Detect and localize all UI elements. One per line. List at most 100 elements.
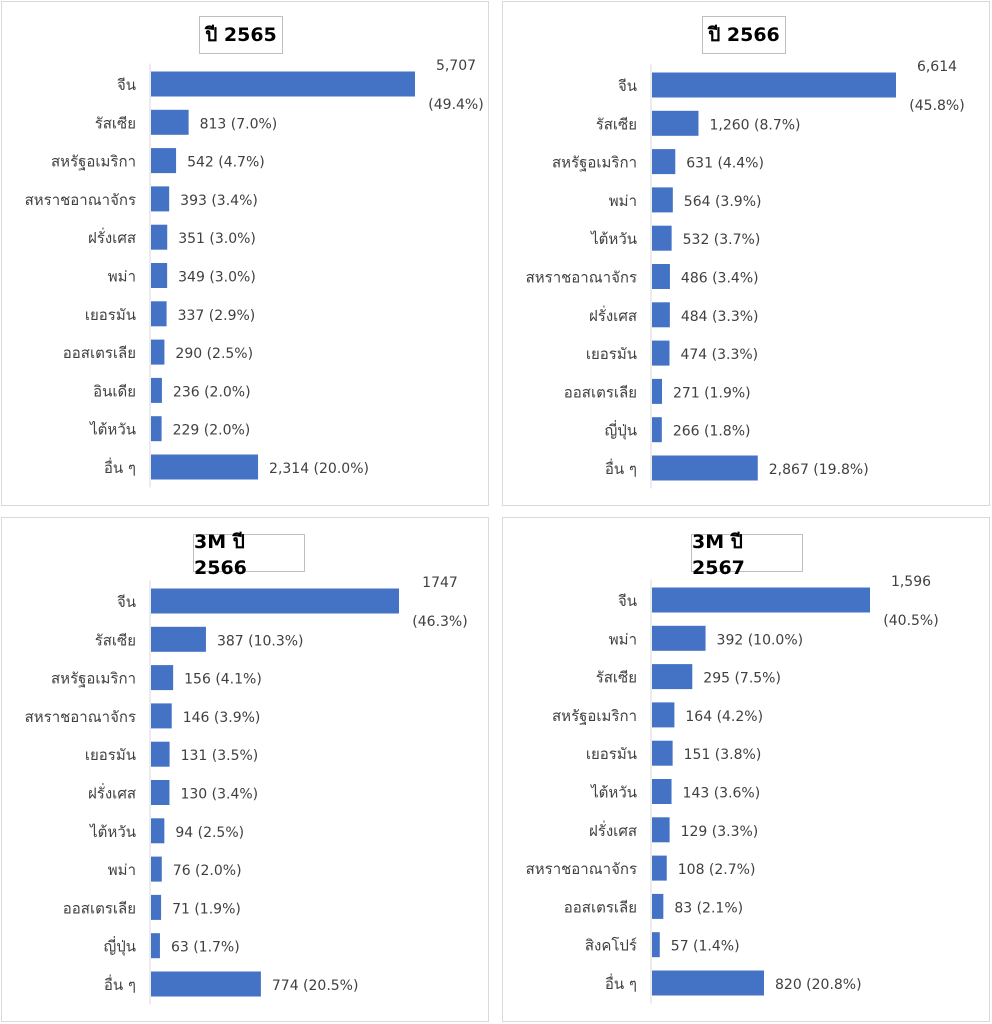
chart-panel-2: ปี 2566 จีน 6,614 (45.8%) รัสเซีย 1,260 (8.7… [502,1,990,506]
bar [652,302,670,328]
data-label: 1747 [422,575,458,591]
bar [151,263,168,288]
data-label: 474 (3.3%) [680,347,758,363]
chart-panel-3: 3M ปี 2566 จีน 1747 (46.3%) รัสเซีย 387 (10.… [1,517,489,1022]
bar [151,454,259,480]
data-label: 108 (2.7%) [678,862,756,878]
category-label: ออสเตรเลีย [564,898,637,916]
chart-title: ปี 2565 [199,16,283,54]
data-label: 392 (10.0%) [717,632,804,648]
bar [151,109,189,135]
data-label: 542 (4.7%) [187,155,265,171]
data-label: 774 (20.5%) [272,978,359,994]
category-label: รัสเซีย [95,114,136,132]
bar [652,587,870,613]
bar [151,186,170,212]
data-label: 337 (2.9%) [178,308,256,324]
category-label: รัสเซีย [596,669,637,687]
data-label: 71 (1.9%) [172,901,241,917]
data-label: 146 (3.9%) [183,710,261,726]
category-label: พม่า [609,630,637,648]
bar [652,187,673,213]
bar [652,893,664,919]
bar [151,894,162,920]
data-label: 2,867 (19.8%) [769,462,869,478]
category-label: สหรัฐอเมริกา [552,154,637,172]
bar [151,741,170,767]
data-label: 813 (7.0%) [200,116,278,132]
bar [652,625,706,651]
bar [652,378,662,404]
category-label: สหรัฐอเมริกา [51,670,136,688]
category-label: ไต้หวัน [590,784,637,802]
bar [151,933,160,959]
data-label: 393 (3.4%) [180,193,258,209]
data-label: 131 (3.5%) [181,748,259,764]
data-label: 631 (4.4%) [686,156,764,172]
category-label: จีน [618,592,637,610]
category-label: ญี่ปุ่น [604,420,637,441]
data-label: 236 (2.0%) [173,384,251,400]
chart-panel-4: 3M ปี 2567 จีน 1,596 (40.5%) พม่า 392 (10.0%… [502,517,990,1022]
data-label: (40.5%) [883,613,938,629]
bar [652,779,672,804]
bar [151,301,167,327]
chart-panel-1: ปี 2565 จีน 5,707 (49.4%) รัสเซีย 813 (7.0%)… [1,1,489,506]
category-label: ญี่ปุ่น [103,936,136,957]
category-label: จีน [117,593,136,611]
data-label: 164 (4.2%) [685,709,763,725]
data-label: 229 (2.0%) [173,423,251,439]
category-label: เยอรมัน [586,745,637,763]
data-label: 63 (1.7%) [171,940,240,956]
bar [151,818,165,844]
data-label: 271 (1.9%) [673,385,751,401]
data-label: (45.8%) [909,98,964,114]
category-label: ฝรั่งเศส [88,227,136,247]
bar [151,71,415,97]
bar [151,626,206,652]
chart-svg: จีน 6,614 (45.8%) รัสเซีย 1,260 (8.7%) สหรัฐอ… [526,59,965,489]
bar [652,225,672,251]
category-label: จีน [618,77,637,95]
data-label: 1,260 (8.7%) [709,117,800,133]
data-label: 129 (3.3%) [681,824,759,840]
category-label: รัสเซีย [596,115,637,133]
bar [652,149,676,175]
category-label: พม่า [108,861,136,879]
chart-title: ปี 2566 [702,16,786,54]
bar [652,455,758,481]
category-label: จีน [117,76,136,94]
bar [652,970,765,996]
data-label: 151 (3.8%) [684,747,762,763]
data-label: 76 (2.0%) [173,863,242,879]
data-label: 156 (4.1%) [184,672,262,688]
data-label: 820 (20.8%) [775,977,862,993]
category-label: ไต้หวัน [89,823,136,841]
bar [652,417,662,443]
category-label: สหราชอาณาจักร [25,708,136,726]
bar [652,702,675,728]
bar [652,817,670,843]
data-label: 5,707 [436,58,476,74]
data-label: 266 (1.8%) [673,424,751,440]
chart-svg: จีน 5,707 (49.4%) รัสเซีย 813 (7.0%) สหรัฐอเม… [25,58,484,488]
bar [151,588,399,614]
category-label: อื่น ๆ [104,457,136,477]
category-label: เยอรมัน [85,306,136,324]
chart-svg: จีน 1747 (46.3%) รัสเซีย 387 (10.3%) สหรัฐอเม… [25,575,468,1005]
data-label: 564 (3.9%) [684,194,762,210]
bar [652,740,673,766]
category-label: อื่น ๆ [104,974,136,994]
category-label: ไต้หวัน [89,421,136,439]
category-label: ออสเตรเลีย [63,899,136,917]
data-label: 484 (3.3%) [681,309,759,325]
bar [151,416,162,442]
bar [652,340,670,366]
data-label: 94 (2.5%) [175,825,244,841]
category-label: อื่น ๆ [605,458,637,478]
category-label: ฝรั่งเศส [589,820,637,840]
data-label: 83 (2.1%) [674,900,743,916]
category-label: พม่า [609,192,637,210]
bar [151,148,177,174]
bar [151,224,168,250]
